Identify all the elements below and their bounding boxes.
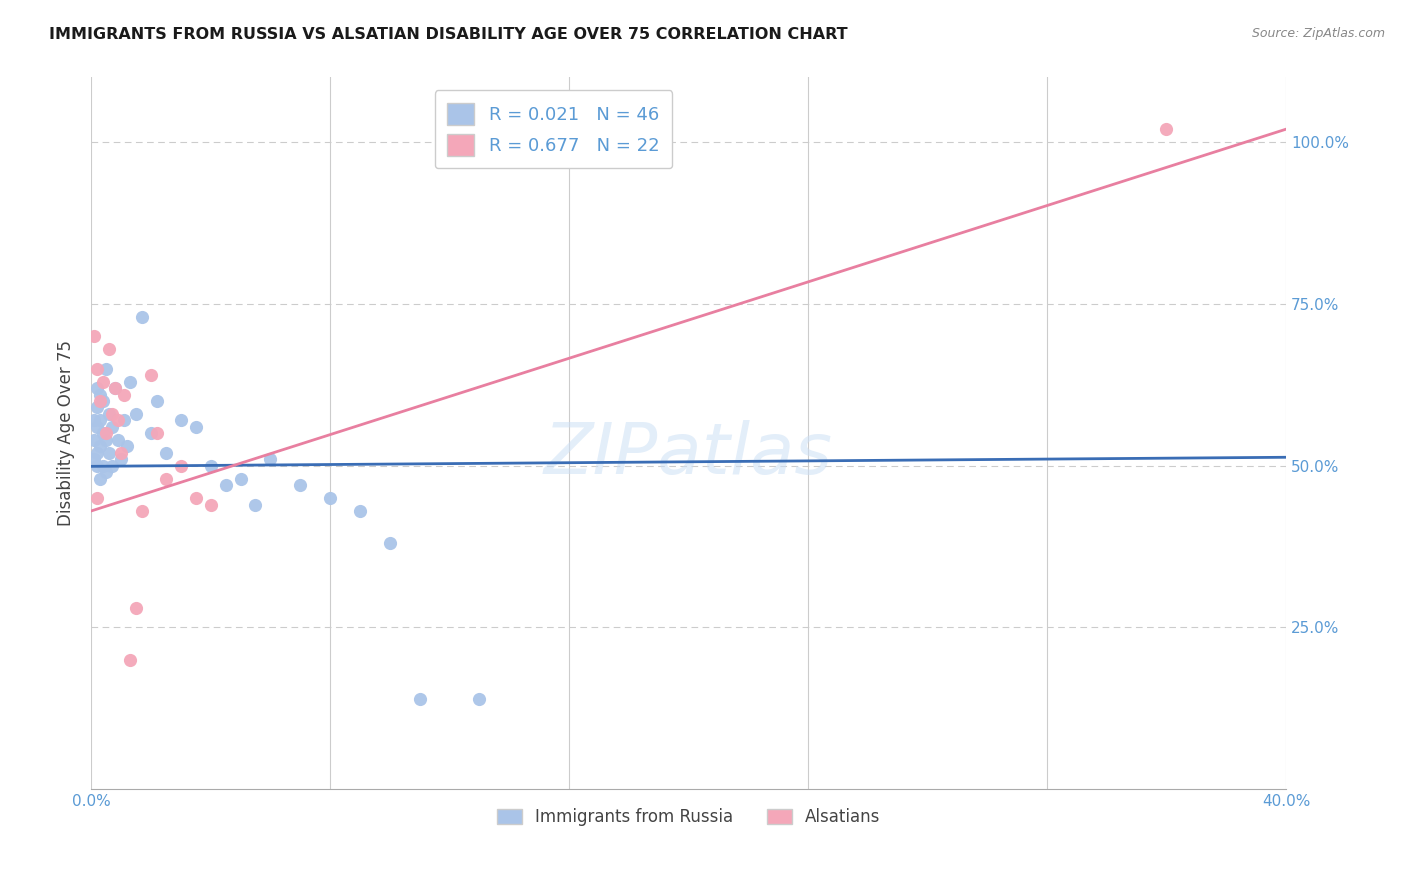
Point [290, 478, 312, 492]
Point [94, 433, 117, 447]
Point [125, 407, 148, 421]
Point [91, 394, 114, 409]
Point [83, 413, 105, 427]
Point [184, 491, 207, 505]
Point [200, 498, 222, 512]
Point [349, 504, 371, 518]
Point [98, 342, 121, 356]
Point [101, 458, 124, 473]
Point [155, 446, 177, 460]
Point [94, 426, 117, 441]
Point [131, 504, 153, 518]
Point [89, 439, 111, 453]
Point [131, 310, 153, 324]
Point [118, 375, 141, 389]
Legend: Immigrants from Russia, Alsatians: Immigrants from Russia, Alsatians [488, 799, 889, 834]
Point [170, 458, 193, 473]
Point [94, 465, 117, 479]
Point [86, 446, 108, 460]
Point [91, 426, 114, 441]
Point [146, 394, 169, 409]
Text: Source: ZipAtlas.com: Source: ZipAtlas.com [1251, 27, 1385, 40]
Point [1156, 122, 1178, 136]
Point [86, 420, 108, 434]
Text: IMMIGRANTS FROM RUSSIA VS ALSATIAN DISABILITY AGE OVER 75 CORRELATION CHART: IMMIGRANTS FROM RUSSIA VS ALSATIAN DISAB… [49, 27, 848, 42]
Point [125, 601, 148, 615]
Point [86, 361, 108, 376]
Point [91, 458, 114, 473]
Point [110, 452, 132, 467]
Text: ZIPatlas: ZIPatlas [544, 420, 834, 489]
Point [83, 433, 105, 447]
Point [170, 413, 193, 427]
Point [118, 653, 141, 667]
Point [86, 491, 108, 505]
Point [94, 361, 117, 376]
Point [378, 536, 401, 550]
Point [184, 420, 207, 434]
Point [107, 433, 129, 447]
Point [155, 472, 177, 486]
Point [200, 458, 222, 473]
Point [319, 491, 342, 505]
Point [89, 413, 111, 427]
Point [214, 478, 236, 492]
Point [229, 472, 252, 486]
Point [86, 458, 108, 473]
Point [409, 691, 432, 706]
Y-axis label: Disability Age Over 75: Disability Age Over 75 [58, 341, 75, 526]
Point [139, 426, 162, 441]
Point [468, 691, 491, 706]
Point [259, 452, 281, 467]
Point [101, 407, 124, 421]
Point [86, 381, 108, 395]
Point [86, 401, 108, 415]
Point [98, 407, 121, 421]
Point [115, 439, 138, 453]
Point [91, 375, 114, 389]
Point [104, 381, 127, 395]
Point [98, 446, 121, 460]
Point [107, 413, 129, 427]
Point [104, 381, 127, 395]
Point [146, 426, 169, 441]
Point [101, 420, 124, 434]
Point [139, 368, 162, 383]
Point [83, 452, 105, 467]
Point [112, 413, 135, 427]
Point [245, 498, 267, 512]
Point [89, 472, 111, 486]
Point [89, 387, 111, 401]
Point [83, 329, 105, 343]
Point [89, 394, 111, 409]
Point [112, 387, 135, 401]
Point [110, 446, 132, 460]
